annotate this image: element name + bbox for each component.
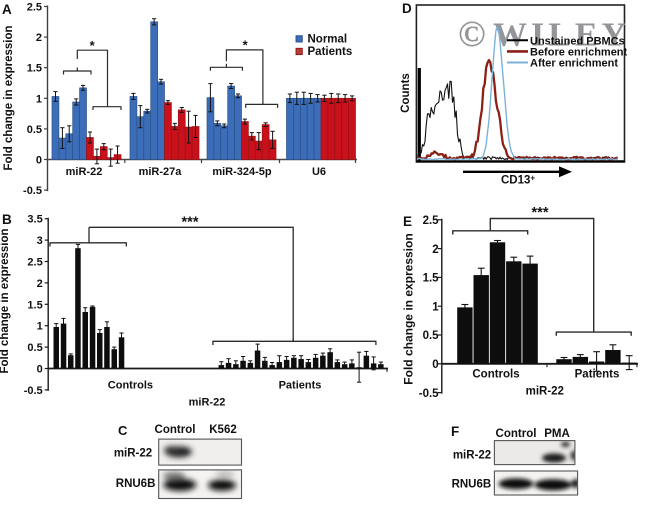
svg-text:K562: K562: [209, 424, 237, 436]
svg-text:1: 1: [36, 93, 42, 105]
svg-text:miR-22: miR-22: [189, 397, 226, 409]
svg-text:Controls: Controls: [472, 368, 519, 380]
svg-text:***: ***: [532, 205, 549, 221]
svg-text:3.5: 3.5: [27, 214, 42, 226]
svg-text:0: 0: [37, 364, 43, 376]
svg-text:A: A: [2, 2, 12, 17]
svg-text:2: 2: [37, 278, 43, 290]
svg-text:-0.5: -0.5: [419, 388, 439, 400]
svg-text:0: 0: [432, 359, 438, 371]
svg-text:miR-22: miR-22: [453, 450, 491, 462]
svg-text:Patients: Patients: [279, 380, 322, 392]
svg-text:After enrichment: After enrichment: [530, 58, 618, 70]
svg-text:3: 3: [37, 235, 43, 247]
svg-text:miR-22: miR-22: [66, 166, 103, 178]
svg-text:Counts: Counts: [400, 73, 412, 113]
svg-text:Patients: Patients: [575, 368, 620, 380]
svg-text:2: 2: [432, 244, 438, 256]
svg-text:0.5: 0.5: [423, 330, 440, 342]
svg-text:***: ***: [182, 215, 199, 231]
svg-text:©: ©: [458, 14, 486, 55]
svg-text:C: C: [118, 423, 128, 438]
svg-text:1.5: 1.5: [423, 273, 440, 285]
svg-text:Before enrichment: Before enrichment: [530, 46, 628, 58]
svg-text:2: 2: [36, 32, 42, 44]
svg-text:CD13+: CD13+: [501, 174, 535, 187]
svg-text:miR-22: miR-22: [114, 448, 152, 460]
svg-text:-0.5: -0.5: [23, 185, 42, 197]
svg-text:1: 1: [37, 321, 43, 333]
svg-text:miR-324-5p: miR-324-5p: [212, 166, 272, 178]
svg-text:1: 1: [432, 301, 439, 313]
svg-text:*: *: [90, 38, 96, 53]
svg-text:Unstained PBMCs: Unstained PBMCs: [530, 35, 625, 47]
svg-text:miR-27a: miR-27a: [139, 166, 183, 178]
svg-text:-0.5: -0.5: [24, 385, 43, 397]
svg-text:miR-22: miR-22: [526, 386, 564, 398]
svg-text:PMA: PMA: [544, 428, 570, 440]
svg-text:2.5: 2.5: [27, 257, 42, 269]
svg-text:2.5: 2.5: [423, 215, 440, 227]
svg-text:U6: U6: [312, 166, 326, 178]
svg-text:2.5: 2.5: [27, 2, 42, 14]
svg-text:B: B: [2, 212, 12, 227]
svg-text:Fold change in expression: Fold change in expression: [402, 233, 416, 384]
svg-text:0: 0: [36, 155, 42, 167]
svg-text:WILEY: WILEY: [493, 17, 630, 54]
svg-text:1.5: 1.5: [27, 63, 42, 75]
svg-text:*: *: [243, 38, 249, 53]
svg-text:Normal: Normal: [308, 34, 348, 46]
svg-text:RNU6B: RNU6B: [116, 478, 156, 490]
svg-text:F: F: [451, 424, 459, 439]
svg-text:0.5: 0.5: [27, 342, 42, 354]
svg-text:RNU6B: RNU6B: [452, 479, 492, 491]
svg-text:Fold change in expression: Fold change in expression: [0, 228, 11, 373]
svg-text:D: D: [402, 1, 412, 16]
svg-text:1.5: 1.5: [27, 299, 42, 311]
svg-text:Fold change in expression: Fold change in expression: [3, 25, 15, 170]
svg-text:Control: Control: [496, 428, 537, 440]
svg-text:0.5: 0.5: [27, 124, 42, 136]
svg-text:E: E: [403, 214, 412, 229]
svg-text:Controls: Controls: [108, 380, 153, 392]
svg-text:Control: Control: [155, 424, 196, 436]
svg-text:Patients: Patients: [308, 46, 353, 58]
